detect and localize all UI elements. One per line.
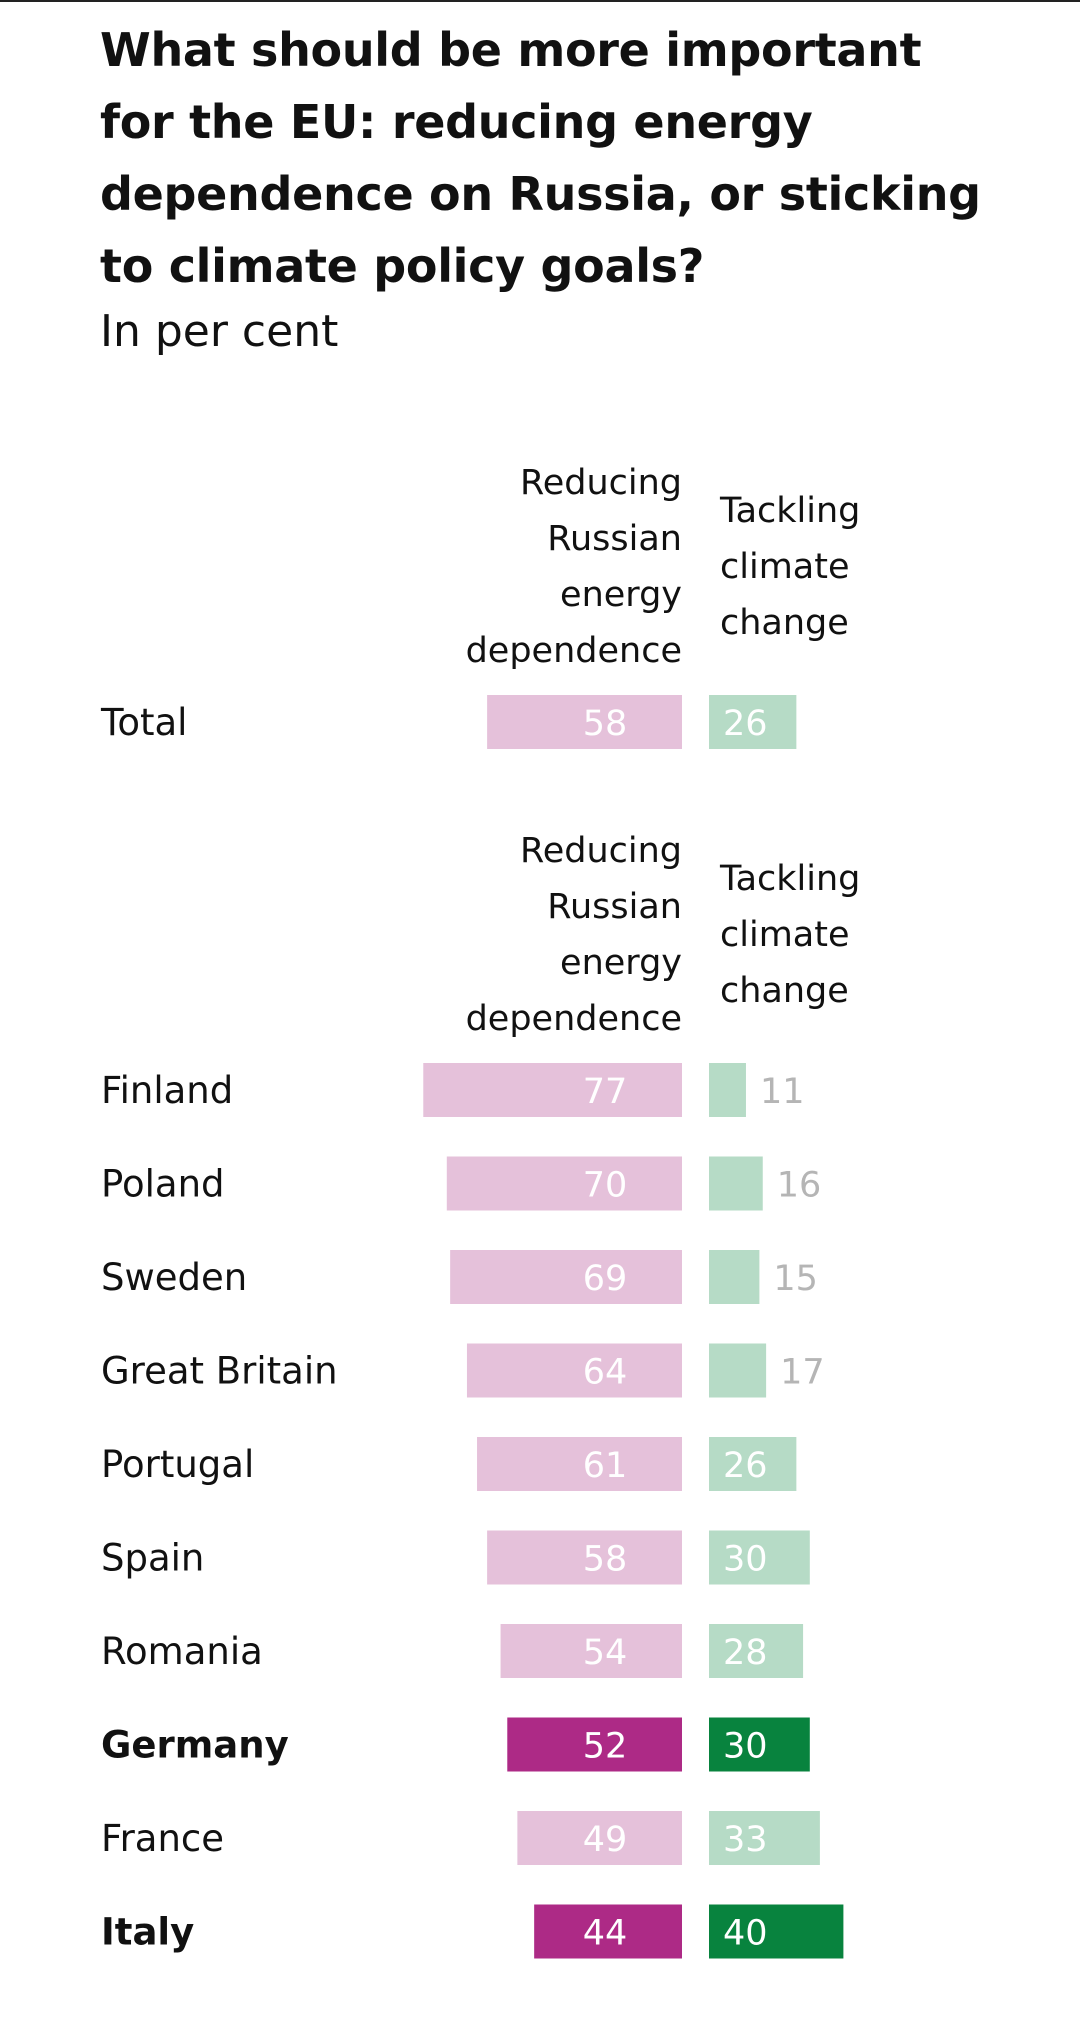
row-finland-tackling-bar bbox=[709, 1063, 746, 1117]
row-sweden-reducing-value: 69 bbox=[583, 1259, 628, 1299]
row-poland-reducing-bar bbox=[446, 1156, 682, 1211]
row-portugal-reducing-bar bbox=[477, 1437, 682, 1491]
row-great-britain-tackling-bar bbox=[709, 1343, 767, 1398]
row-great-britain-reducing-bar bbox=[466, 1343, 682, 1398]
row-italy-reducing-bar bbox=[534, 1904, 682, 1959]
total-reducing-header: Russian bbox=[547, 519, 682, 559]
total-reducing-value: 58 bbox=[583, 704, 628, 744]
row-italy-label: Italy bbox=[101, 1911, 194, 1954]
row-germany-reducing-bar bbox=[507, 1717, 682, 1772]
countries-reducing-header: energy bbox=[560, 943, 682, 983]
row-france-tackling-value: 33 bbox=[723, 1820, 768, 1860]
countries-reducing-header: Reducing bbox=[520, 831, 682, 871]
row-germany-reducing-value: 52 bbox=[583, 1727, 628, 1767]
row-poland-tackling-value: 16 bbox=[777, 1166, 822, 1206]
row-spain-reducing-value: 58 bbox=[583, 1540, 628, 1580]
row-finland-reducing-value: 77 bbox=[583, 1072, 628, 1112]
row-romania-reducing-value: 54 bbox=[583, 1633, 628, 1673]
total-tackling-header: climate bbox=[720, 547, 850, 587]
total-reducing-header: dependence bbox=[466, 631, 682, 671]
row-spain-tackling-bar bbox=[709, 1530, 810, 1585]
row-finland-tackling-value: 11 bbox=[760, 1072, 805, 1112]
total-tackling-header: Tackling bbox=[719, 491, 860, 531]
countries-tackling-header: climate bbox=[720, 915, 850, 955]
row-great-britain-label: Great Britain bbox=[101, 1350, 338, 1393]
chart-subtitle: In per cent bbox=[100, 306, 339, 357]
row-portugal-tackling-bar bbox=[709, 1437, 797, 1491]
row-portugal-reducing-value: 61 bbox=[583, 1446, 628, 1486]
row-italy-tackling-value: 40 bbox=[723, 1914, 768, 1954]
row-italy-tackling-bar bbox=[709, 1904, 844, 1959]
row-portugal-tackling-value: 26 bbox=[723, 1446, 768, 1486]
row-france-tackling-bar bbox=[709, 1811, 820, 1865]
row-finland-reducing-bar bbox=[423, 1063, 682, 1117]
row-italy-reducing-value: 44 bbox=[583, 1914, 628, 1954]
row-sweden-label: Sweden bbox=[101, 1256, 247, 1299]
row-germany-label: Germany bbox=[101, 1724, 289, 1767]
row-portugal-label: Portugal bbox=[101, 1443, 254, 1486]
row-spain-reducing-bar bbox=[487, 1530, 682, 1585]
total-tackling-header: change bbox=[720, 603, 849, 643]
row-finland-label: Finland bbox=[101, 1069, 233, 1112]
row-germany-tackling-value: 30 bbox=[723, 1727, 768, 1767]
total-reducing-header: energy bbox=[560, 575, 682, 615]
row-romania-tackling-value: 28 bbox=[723, 1633, 768, 1673]
total-reducing-header: Reducing bbox=[520, 463, 682, 503]
row-france-reducing-bar bbox=[517, 1811, 682, 1865]
countries-reducing-header: dependence bbox=[466, 999, 682, 1039]
total-label: Total bbox=[100, 701, 187, 744]
countries-tackling-header: change bbox=[720, 971, 849, 1011]
row-great-britain-reducing-value: 64 bbox=[583, 1353, 628, 1393]
row-france-reducing-value: 49 bbox=[583, 1820, 628, 1860]
row-poland-reducing-value: 70 bbox=[583, 1166, 628, 1206]
total-reducing-bar bbox=[487, 695, 682, 749]
row-sweden-tackling-value: 15 bbox=[773, 1259, 818, 1299]
row-sweden-tackling-bar bbox=[709, 1250, 760, 1304]
row-romania-reducing-bar bbox=[500, 1624, 682, 1678]
total-tackling-value: 26 bbox=[723, 704, 768, 744]
countries-tackling-header: Tackling bbox=[719, 859, 860, 899]
row-germany-tackling-bar bbox=[709, 1717, 810, 1772]
row-spain-label: Spain bbox=[101, 1537, 204, 1580]
chart-title: What should be more important for the EU… bbox=[100, 23, 981, 293]
row-spain-tackling-value: 30 bbox=[723, 1540, 768, 1580]
total-tackling-bar bbox=[709, 695, 797, 749]
row-romania-label: Romania bbox=[101, 1630, 263, 1673]
top-rule bbox=[0, 0, 1080, 2]
row-sweden-reducing-bar bbox=[450, 1250, 682, 1304]
row-poland-tackling-bar bbox=[709, 1156, 763, 1211]
row-great-britain-tackling-value: 17 bbox=[780, 1353, 825, 1393]
row-romania-tackling-bar bbox=[709, 1624, 804, 1678]
row-france-label: France bbox=[101, 1817, 224, 1860]
row-poland-label: Poland bbox=[101, 1163, 225, 1206]
countries-reducing-header: Russian bbox=[547, 887, 682, 927]
